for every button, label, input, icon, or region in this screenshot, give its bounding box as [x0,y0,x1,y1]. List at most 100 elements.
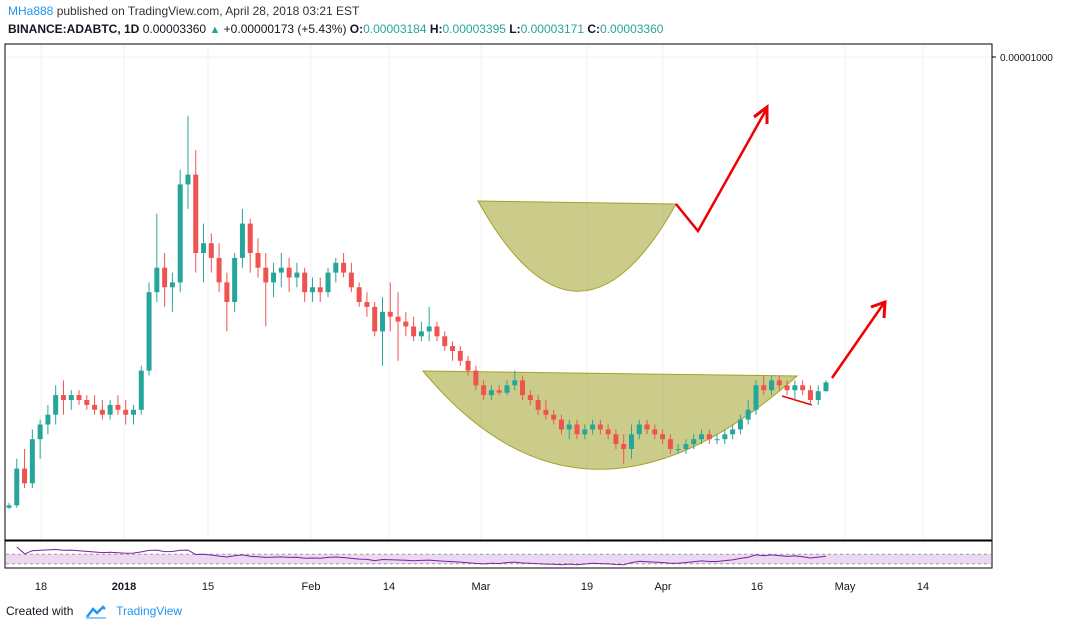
candle-body [535,400,541,410]
upper-arrow-line [675,109,768,234]
candle-body [247,223,253,253]
x-tick-label: 15 [202,581,214,593]
author-link[interactable]: MHa888 [8,4,54,18]
x-tick-label: May [835,581,856,593]
candle-body [185,174,191,185]
candle-body [341,262,347,273]
candle-body [177,184,183,283]
candle-body [784,385,790,391]
candle-body [294,272,300,278]
y-tick-label: 0.00001000 [1000,53,1053,64]
high-label: H: [429,22,443,36]
symbol-label: BINANCE:ADABTC, 1D [8,22,140,36]
tradingview-brand[interactable]: TradingView [116,604,183,618]
lower-arrow-head-icon [870,299,887,319]
x-tick-label: 14 [917,581,929,593]
candle-body [621,444,627,449]
candle-body [737,419,743,430]
low-value: 0.00003171 [520,22,585,36]
candle-body [76,395,82,400]
candle-body [387,311,393,317]
open-label: O: [349,22,364,36]
candle-body [823,382,829,392]
created-with-label: Created with [6,604,74,618]
close-label: C: [587,22,601,36]
rsi-band [6,554,991,564]
candle-body [263,267,269,283]
candle-body [418,331,424,337]
candle-body [691,439,697,445]
candle-body [99,409,105,415]
candle-body [512,380,518,386]
chart-header: MHa888 published on TradingView.com, Apr… [8,3,1058,38]
upper-arrow-head-icon [753,103,769,124]
candle-body [216,257,222,283]
candle-body [800,385,806,391]
low-label: L: [509,22,521,36]
candle-body [652,429,658,435]
upper-cup-shape [477,200,677,292]
candle-body [613,434,619,445]
candle-body [169,282,175,288]
candle-body [636,424,642,435]
candle-body [496,390,502,393]
candle-body [807,390,813,400]
candle-body [255,253,261,268]
candle-body [426,326,432,332]
candle-body [115,404,121,410]
last-price: 0.00003360 [142,22,207,36]
candle-body [130,409,136,415]
candle-body [706,434,712,440]
candle-body [60,395,66,400]
candle-body [333,262,339,273]
candle-body [683,444,689,449]
time-axis[interactable]: 18 2018 15 Feb 14 Mar 19 Apr 16 May 14 [35,581,929,593]
candle-body [753,385,759,410]
candle-body [372,306,378,332]
x-tick-label: 2018 [112,581,136,593]
candle-body [699,434,705,440]
lower-arrow-line [830,302,886,379]
candle-body [667,439,673,449]
price-chart[interactable]: 0.000100000.000090000.000080000.00007000… [0,0,1069,600]
candle-body [761,385,767,391]
candle-body [411,326,417,337]
x-tick-label: 14 [383,581,395,593]
candle-body [551,414,557,420]
candle-body [29,439,35,484]
candle-body [309,287,315,293]
publish-line: MHa888 published on TradingView.com, Apr… [8,3,1058,19]
high-value: 0.00003395 [442,22,506,36]
price-axis[interactable]: 0.000100000.000090000.000080000.00007000… [992,0,1059,64]
x-tick-label: Feb [302,581,321,593]
candle-body [232,257,238,302]
candle-body [22,468,28,484]
candle-body [520,380,526,396]
candle-body [597,424,603,430]
x-tick-label: Mar [472,581,491,593]
candle-body [107,404,113,415]
candle-body [162,267,168,288]
candle-body [776,380,782,386]
candle-body [815,391,821,400]
candle-body [403,321,409,327]
candle-body [590,424,596,430]
candle-body [434,326,440,337]
x-tick-label: 16 [751,581,763,593]
candle-body [504,385,510,393]
candle-body [675,449,681,450]
candle-body [481,385,487,396]
candle-body [278,267,284,273]
candle-body [442,336,448,347]
candle-body [574,424,580,435]
candle-body [605,429,611,435]
candle-body [488,390,494,396]
candle-body [722,434,728,440]
candle-body [201,243,207,253]
x-tick-label: Apr [654,581,671,593]
rsi-line [16,546,827,566]
candle-body [730,429,736,435]
candle-body [395,316,401,322]
ohlc-line: BINANCE:ADABTC, 1D 0.00003360 ▲ +0.00000… [8,21,1058,38]
main-pane[interactable] [4,43,993,541]
